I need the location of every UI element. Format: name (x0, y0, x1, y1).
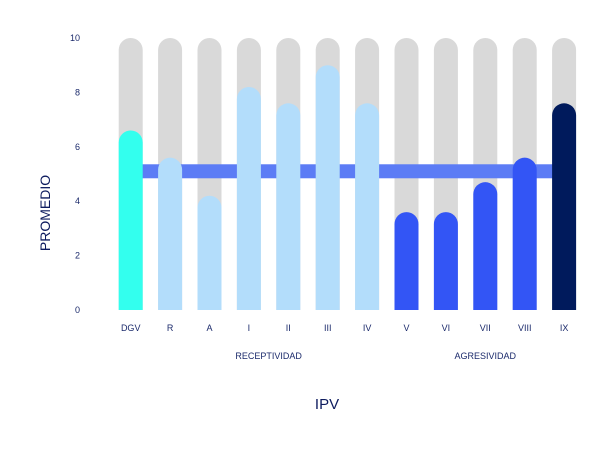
y-tick-label-0: 0 (75, 305, 80, 315)
x-tick-label-v: V (403, 323, 409, 333)
y-tick-label-10: 10 (70, 33, 80, 43)
bar-i (236, 86, 261, 310)
x-tick-label-iii: III (324, 323, 332, 333)
y-axis-title: PROMEDIO (37, 175, 53, 251)
x-tick-label-ix: IX (560, 323, 569, 333)
x-tick-label-i: I (248, 323, 251, 333)
group-label-receptividad: RECEPTIVIDAD (235, 351, 302, 361)
bar-dgv (118, 130, 143, 310)
x-tick-label-r: R (167, 323, 174, 333)
bar-vii (473, 182, 498, 310)
x-tick-label-dgv: DGV (121, 323, 141, 333)
x-tick-label-iv: IV (363, 323, 372, 333)
bar-a (197, 195, 222, 310)
x-tick-label-vii: VII (480, 323, 491, 333)
x-axis-ticks: DGV R A I II III IV V VI VII VIII IX (121, 323, 568, 333)
reference-line (130, 164, 565, 179)
data-bars (118, 65, 577, 310)
x-tick-label-a: A (206, 323, 212, 333)
bar-iii (315, 65, 340, 310)
bar-viii (512, 157, 537, 310)
y-tick-label-4: 4 (75, 196, 80, 206)
bar-ii (276, 103, 301, 310)
x-tick-label-viii: VIII (518, 323, 532, 333)
y-tick-label-8: 8 (75, 87, 80, 97)
reference-line-group (130, 164, 565, 179)
bar-ix (552, 103, 577, 310)
y-axis-ticks: 0 2 4 6 8 10 (70, 33, 80, 315)
bar-iv (355, 103, 380, 310)
x-tick-label-ii: II (286, 323, 291, 333)
bar-v (394, 212, 419, 310)
x-axis-title: IPV (315, 396, 339, 413)
bar-r (158, 157, 183, 310)
x-tick-label-vi: VI (442, 323, 451, 333)
y-tick-label-2: 2 (75, 251, 80, 261)
y-tick-label-6: 6 (75, 142, 80, 152)
bar-vi (433, 212, 458, 310)
group-label-agresividad: AGRESIVIDAD (455, 351, 517, 361)
category-groups: RECEPTIVIDAD AGRESIVIDAD (235, 351, 516, 361)
